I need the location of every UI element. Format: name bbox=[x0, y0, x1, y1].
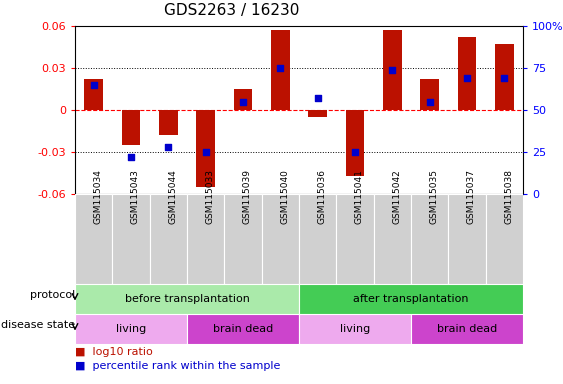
Bar bbox=[75, 314, 187, 344]
Text: living: living bbox=[340, 324, 370, 334]
Bar bbox=[75, 284, 299, 314]
Point bbox=[127, 154, 136, 160]
Point bbox=[89, 82, 98, 88]
Text: disease state: disease state bbox=[1, 319, 75, 329]
Point bbox=[500, 75, 509, 81]
Bar bbox=[383, 30, 401, 110]
Text: GSM115035: GSM115035 bbox=[430, 169, 439, 224]
Bar bbox=[159, 110, 178, 135]
Bar bbox=[299, 314, 411, 344]
Bar bbox=[187, 194, 224, 284]
Point bbox=[462, 75, 471, 81]
Text: after transplantation: after transplantation bbox=[353, 294, 469, 304]
Bar bbox=[262, 194, 299, 284]
Point bbox=[313, 95, 322, 101]
Bar bbox=[224, 194, 262, 284]
Text: GSM115036: GSM115036 bbox=[318, 169, 327, 224]
Point bbox=[388, 66, 397, 73]
Point bbox=[276, 65, 285, 71]
Bar bbox=[84, 79, 103, 110]
Text: GDS2263 / 16230: GDS2263 / 16230 bbox=[164, 3, 300, 18]
Text: GSM115042: GSM115042 bbox=[392, 169, 401, 224]
Text: GSM115039: GSM115039 bbox=[243, 169, 252, 224]
Text: GSM115040: GSM115040 bbox=[280, 169, 289, 224]
Bar bbox=[271, 30, 290, 110]
Text: GSM115038: GSM115038 bbox=[504, 169, 513, 224]
Text: ■  log10 ratio: ■ log10 ratio bbox=[75, 347, 153, 357]
Point bbox=[164, 144, 173, 150]
Bar bbox=[187, 314, 299, 344]
Text: GSM115034: GSM115034 bbox=[93, 169, 102, 224]
Bar bbox=[411, 314, 523, 344]
Text: brain dead: brain dead bbox=[437, 324, 497, 334]
Text: GSM115033: GSM115033 bbox=[205, 169, 215, 224]
Bar bbox=[196, 110, 215, 187]
Point bbox=[351, 149, 360, 155]
Text: GSM115041: GSM115041 bbox=[355, 169, 364, 224]
Text: protocol: protocol bbox=[30, 290, 75, 300]
Text: GSM115043: GSM115043 bbox=[131, 169, 140, 224]
Text: before transplantation: before transplantation bbox=[124, 294, 249, 304]
Text: GSM115044: GSM115044 bbox=[168, 169, 177, 224]
Bar bbox=[234, 89, 252, 110]
Bar bbox=[346, 110, 364, 176]
Bar bbox=[150, 194, 187, 284]
Text: brain dead: brain dead bbox=[213, 324, 273, 334]
Text: living: living bbox=[116, 324, 146, 334]
Bar bbox=[374, 194, 411, 284]
Bar bbox=[411, 194, 448, 284]
Bar bbox=[299, 194, 336, 284]
Point bbox=[425, 98, 434, 104]
Bar bbox=[75, 194, 113, 284]
Bar bbox=[495, 44, 513, 110]
Point bbox=[239, 98, 248, 104]
Bar bbox=[113, 194, 150, 284]
Text: GSM115037: GSM115037 bbox=[467, 169, 476, 224]
Bar bbox=[458, 37, 476, 110]
Bar bbox=[448, 194, 486, 284]
Bar bbox=[486, 194, 523, 284]
Text: ■  percentile rank within the sample: ■ percentile rank within the sample bbox=[75, 361, 280, 371]
Point bbox=[201, 149, 210, 155]
Bar bbox=[421, 79, 439, 110]
Bar bbox=[299, 284, 523, 314]
Bar bbox=[309, 110, 327, 117]
Bar bbox=[122, 110, 140, 145]
Bar bbox=[336, 194, 374, 284]
